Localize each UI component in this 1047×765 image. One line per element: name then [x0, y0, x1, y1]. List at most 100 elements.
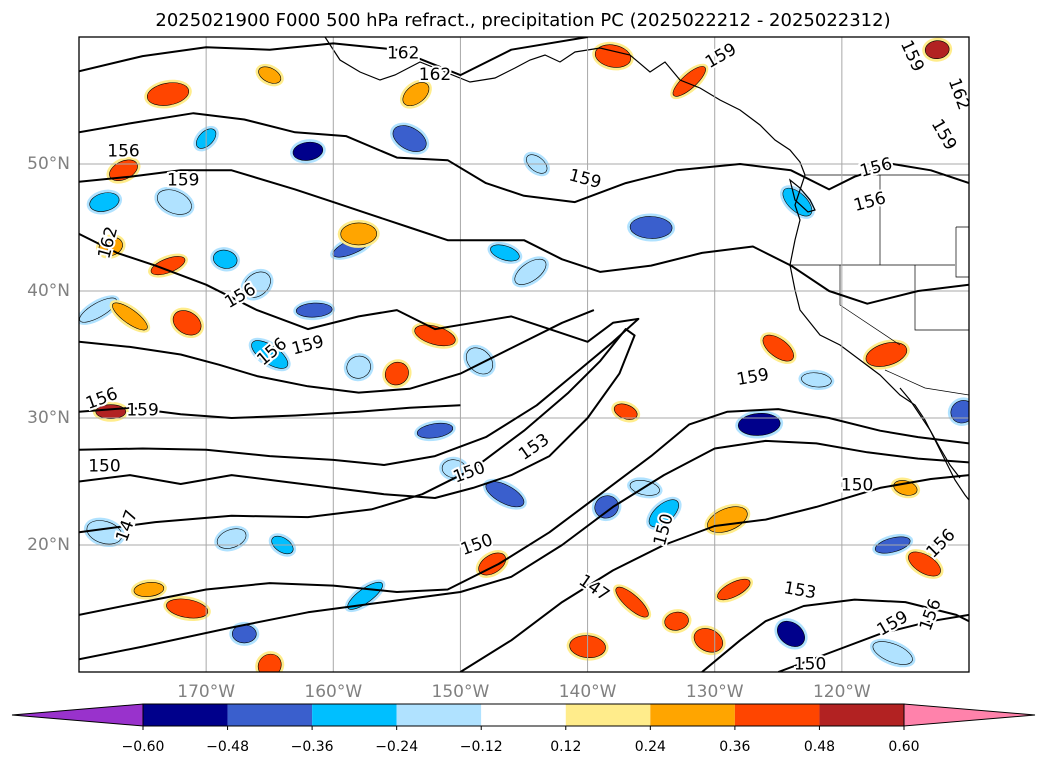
precip-cell: [670, 63, 709, 100]
precip-cell: [905, 549, 944, 579]
colorbar-tick-label: 0.24: [635, 739, 666, 755]
precip-core: [514, 258, 547, 285]
precip-cell: [613, 584, 652, 620]
lat-tick-label: 30°N: [27, 408, 70, 428]
precip-cell: [130, 579, 167, 600]
precip-core: [693, 628, 724, 653]
precip-cell: [390, 122, 430, 155]
map-background: [79, 37, 969, 672]
colorbar-segment: [312, 704, 397, 726]
colorbar-tick-label: 0.12: [550, 739, 581, 755]
precip-cell: [109, 300, 151, 333]
contour-label: 162: [419, 65, 451, 85]
precip-cell: [869, 638, 916, 668]
precip-core: [594, 44, 632, 68]
precip-cell: [611, 400, 641, 423]
precip-core: [166, 598, 209, 619]
contour-line: [79, 328, 636, 534]
precip-core: [292, 141, 324, 161]
precip-cell: [760, 332, 797, 364]
precip-core: [89, 192, 120, 212]
precip-core: [216, 528, 247, 549]
precip-cell: [414, 420, 456, 442]
precip-core: [86, 520, 123, 545]
vancouver-island: [788, 178, 816, 213]
precip-cell: [144, 79, 192, 109]
precip-core: [213, 249, 238, 269]
precip-cell: [343, 353, 374, 382]
precip-core: [98, 236, 123, 257]
contour-line: [79, 169, 969, 305]
contour-line: [777, 613, 969, 672]
graticule: [79, 37, 969, 672]
state-border-nv: [839, 265, 901, 346]
contour-line: [701, 598, 969, 672]
colorbar-tick-label: 0.36: [719, 739, 750, 755]
precip-core: [490, 244, 520, 262]
precip-cell: [735, 410, 784, 439]
precip-core: [594, 495, 619, 519]
precip-cell: [154, 186, 195, 218]
longitude-axis: 170°W 160°W 150°W 140°W 130°W 120°W: [177, 682, 871, 702]
precip-core: [402, 82, 430, 107]
precip-cell: [382, 359, 412, 388]
precip-cell: [86, 189, 123, 215]
colorbar-tick-label: −0.12: [460, 739, 503, 755]
colorbar-tick-label: 0.60: [888, 739, 919, 755]
colorbar-tick-label: −0.36: [291, 739, 334, 755]
precip-cell: [83, 517, 125, 548]
precip-cell: [511, 256, 549, 288]
precip-cell: [714, 576, 754, 603]
lat-tick-label: 20°N: [27, 535, 70, 555]
colorbar-extend-high: [903, 703, 1036, 727]
precip-core: [258, 66, 282, 84]
precip-core: [172, 310, 202, 336]
contour-line: [79, 439, 969, 661]
precip-cell: [591, 492, 622, 522]
colorbar-tick-label: −0.48: [206, 739, 249, 755]
precip-core: [251, 340, 289, 369]
precip-cell: [248, 337, 291, 372]
contour-label: 159: [167, 171, 199, 191]
precip-core: [717, 578, 751, 601]
precip-cell: [255, 63, 284, 87]
contour-line: [79, 233, 640, 466]
colorbar-segment: [734, 704, 820, 726]
alaska-coastline: [324, 37, 806, 176]
contour-line: [79, 408, 969, 616]
precip-core: [872, 641, 913, 665]
precip-core: [615, 586, 649, 618]
state-border-az: [914, 265, 969, 331]
precip-core: [924, 40, 950, 60]
precip-core: [762, 334, 794, 362]
precip-core: [156, 189, 192, 215]
precip-core: [777, 620, 805, 647]
colorbar-tick-label: −0.24: [375, 739, 418, 755]
precip-cell: [863, 339, 910, 370]
precip-core: [648, 499, 680, 528]
precip-cell: [798, 369, 835, 391]
contour-label: 159: [126, 400, 158, 420]
precip-core: [664, 611, 689, 631]
colorbar-segment: [481, 704, 566, 726]
contour-line: [79, 309, 595, 394]
lon-tick-label: 150°W: [432, 682, 490, 702]
precip-cell: [691, 625, 726, 656]
precip-core: [112, 302, 148, 331]
precip-core: [146, 82, 190, 106]
precip-core: [133, 582, 165, 597]
coastline-layer: [324, 37, 969, 501]
precip-core: [416, 422, 454, 439]
precip-core: [865, 342, 908, 367]
precip-cell: [210, 247, 241, 272]
precip-core: [384, 361, 409, 386]
colorbar-segment: [650, 704, 735, 726]
inset-box: [955, 226, 969, 278]
lon-tick-label: 130°W: [686, 682, 744, 702]
precip-cell: [411, 322, 459, 349]
colorbar-tick-label: 0.48: [804, 739, 835, 755]
colorbar-extend-low: [11, 703, 144, 727]
lat-tick-label: 50°N: [27, 154, 70, 174]
contour-label: 162: [387, 44, 419, 64]
precip-cell: [163, 595, 211, 622]
